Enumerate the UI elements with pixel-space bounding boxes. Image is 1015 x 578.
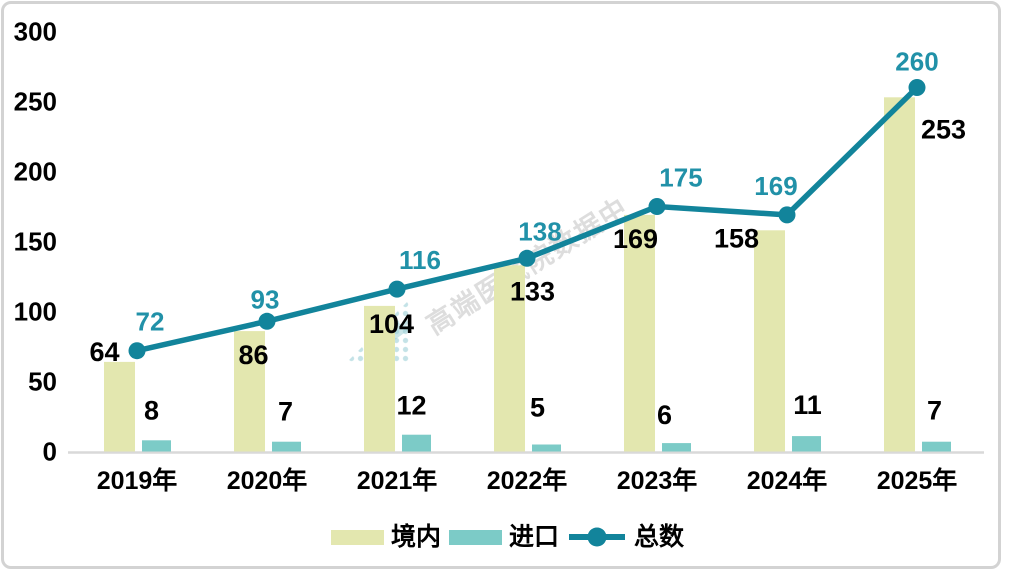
total-marker-2 [388, 280, 406, 298]
legend-item-domestic: 境内 [330, 522, 441, 552]
total-value-label-2: 116 [399, 245, 441, 275]
total-value-label-1: 93 [251, 284, 280, 314]
domestic-value-label-2: 104 [369, 309, 414, 339]
y-axis-tick-50: 50 [28, 367, 57, 397]
domestic-value-label-6: 253 [921, 114, 966, 144]
total-marker-6 [908, 79, 926, 96]
domestic-value-label-3: 133 [510, 276, 555, 306]
domestic-value-label-5: 158 [714, 223, 759, 253]
y-axis-tick-250: 250 [14, 87, 57, 117]
domestic-bar-1 [234, 331, 265, 452]
chart-legend: 境内 进口 总数 [0, 522, 1015, 552]
domestic-bar-3 [494, 265, 525, 452]
import-value-label-5: 11 [793, 390, 822, 420]
legend-label-total: 总数 [634, 523, 685, 551]
total-marker-3 [518, 249, 536, 267]
legend-label-domestic: 境内 [390, 523, 441, 551]
domestic-bar-6 [884, 97, 915, 452]
total-marker-0 [128, 342, 146, 360]
total-value-label-3: 138 [518, 216, 561, 246]
domestic-bar-0 [104, 361, 135, 452]
y-axis-tick-200: 200 [14, 157, 57, 187]
total-value-label-0: 72 [136, 307, 165, 337]
x-axis-label-3: 2022年 [487, 466, 568, 495]
domestic-value-label-0: 64 [89, 337, 119, 367]
y-axis-tick-0: 0 [43, 437, 57, 467]
domestic-value-label-1: 86 [238, 340, 268, 370]
import-bar-0 [142, 440, 171, 452]
import-bar-1 [272, 441, 301, 452]
legend-line-sample-total [569, 527, 625, 547]
x-axis-label-0: 2019年 [97, 466, 178, 495]
import-value-label-0: 8 [144, 395, 159, 425]
total-marker-5 [778, 206, 796, 224]
import-value-label-2: 12 [396, 391, 426, 421]
domestic-bar-5 [754, 230, 785, 452]
import-value-label-1: 7 [278, 397, 293, 427]
x-axis-label-2: 2021年 [357, 466, 438, 495]
import-value-label-3: 5 [530, 393, 545, 423]
legend-swatch-domestic [330, 529, 384, 545]
import-value-label-6: 7 [927, 396, 942, 426]
import-value-label-4: 6 [657, 400, 672, 430]
domestic-bar-4 [624, 214, 655, 452]
y-axis-tick-100: 100 [14, 297, 57, 327]
import-bar-5 [792, 436, 821, 452]
legend-item-total: 总数 [567, 522, 684, 552]
legend-label-import: 进口 [508, 523, 559, 551]
domestic-bar-2 [364, 305, 395, 452]
import-bar-2 [402, 434, 431, 452]
x-axis-label-5: 2024年 [747, 466, 828, 495]
x-axis-label-4: 2023年 [617, 466, 698, 495]
import-bar-4 [662, 443, 691, 452]
import-bar-3 [532, 444, 561, 452]
total-value-label-4: 175 [659, 163, 702, 193]
total-marker-4 [648, 198, 666, 215]
total-marker-1 [258, 312, 276, 330]
total-value-label-6: 260 [895, 47, 938, 77]
domestic-value-label-4: 169 [613, 224, 658, 254]
import-bar-6 [922, 441, 951, 452]
legend-item-import: 进口 [448, 522, 559, 552]
total-value-label-5: 169 [754, 171, 797, 201]
y-axis-tick-300: 300 [14, 17, 57, 47]
y-axis-tick-150: 150 [14, 227, 57, 257]
x-axis-label-6: 2025年 [877, 466, 958, 495]
legend-swatch-import [448, 529, 502, 545]
x-axis-label-1: 2020年 [227, 466, 308, 495]
